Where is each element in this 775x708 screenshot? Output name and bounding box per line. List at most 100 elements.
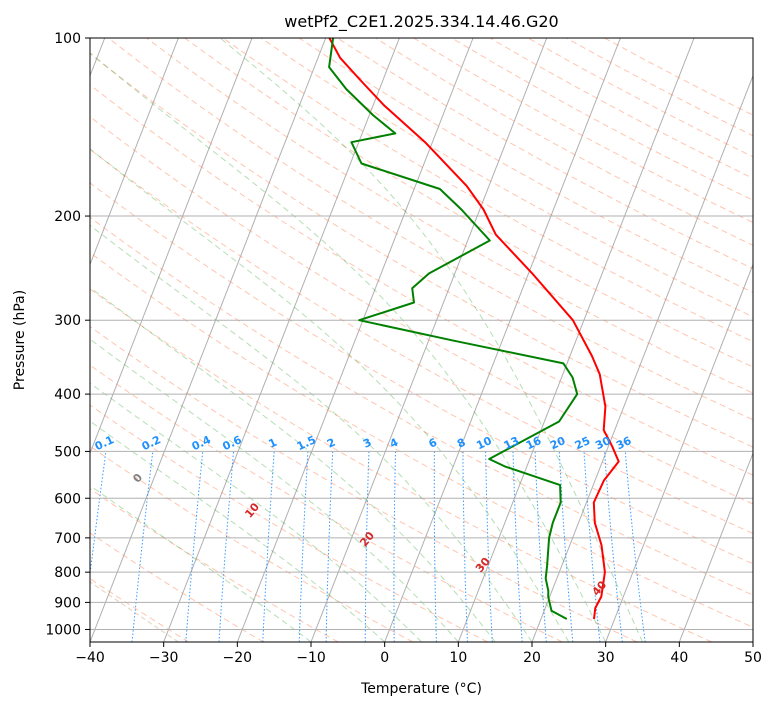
x-tick-label: −10 (296, 650, 326, 666)
isotherm-line (310, 38, 548, 642)
dry-adiabat-label: 0 (130, 471, 145, 485)
plot-frame (89, 37, 754, 643)
y-tick-label: 200 (54, 209, 81, 225)
y-tick-label: 500 (54, 444, 81, 460)
isotherm-line (752, 640, 753, 642)
dry-adiabat-line (90, 148, 753, 535)
mixing-ratio-label: 30 (593, 434, 613, 452)
y-axis-label: Pressure (hPa) (12, 290, 28, 390)
dry-adiabat-line (222, 38, 753, 343)
mixing-ratio-label: 6 (427, 436, 440, 451)
mixing-ratio-line (433, 451, 437, 642)
dry-adiabat-line (90, 53, 753, 448)
mixing-ratio-line (534, 451, 547, 642)
dry-adiabat-line (337, 38, 753, 270)
mixing-ratio-line (185, 451, 204, 642)
y-tick-label: 1000 (45, 622, 81, 638)
dry-adiabat-line (90, 532, 264, 642)
x-tick-label: 20 (523, 650, 541, 666)
isotherm-line (236, 38, 474, 642)
dry-adiabat-line (90, 445, 414, 642)
mixing-ratio-line (325, 451, 334, 642)
dry-adiabat-line (146, 38, 753, 394)
mixing-ratio-line (624, 451, 646, 642)
dry-adiabat-line (90, 325, 638, 642)
mixing-ratio-label: 0.2 (140, 433, 163, 453)
x-axis: −40 −30 −20 −10 0 10 20 30 40 50 (75, 642, 762, 666)
y-tick-label: 800 (54, 565, 81, 581)
isotherm-line (90, 38, 253, 455)
x-tick-label: 50 (744, 650, 762, 666)
mixing-ratio-line (298, 451, 309, 642)
x-tick-label: 0 (380, 650, 389, 666)
y-tick-label: 100 (54, 31, 81, 47)
mixing-ratio-label: 8 (455, 436, 467, 451)
dry-adiabat-line (90, 488, 339, 642)
dry-adiabat-line (298, 38, 753, 293)
dry-adiabat-line (184, 38, 753, 368)
background-lines (90, 38, 753, 642)
x-axis-label: Temperature (°C) (360, 681, 482, 697)
y-axis: 100 200 300 400 500 600 700 800 900 1000 (45, 31, 90, 638)
mixing-ratio-line (604, 451, 623, 642)
mixing-ratio-line (218, 451, 235, 642)
x-tick-label: −40 (75, 650, 105, 666)
mixing-ratio-label: 1 (267, 436, 279, 451)
mixing-ratio-label: 13 (502, 434, 521, 452)
mixing-ratio-line (131, 451, 154, 642)
dewpoint-profile-line (328, 38, 579, 620)
mixing-ratio-label: 3 (361, 436, 373, 451)
dry-adiabat-line (90, 216, 753, 596)
sounding-series (328, 38, 620, 620)
mixing-ratio-line (393, 451, 396, 642)
mixing-ratio-label: 1.5 (295, 433, 318, 453)
x-tick-label: −30 (149, 650, 179, 666)
mixing-ratio-label: 20 (548, 434, 568, 452)
y-tick-label: 700 (54, 531, 81, 547)
moist-adiabat-line (90, 420, 386, 642)
x-tick-label: −20 (223, 650, 253, 666)
mixing-ratio-label: 10 (474, 434, 494, 452)
moist-adiabat-line (90, 224, 533, 642)
mixing-ratio-line (462, 451, 468, 642)
y-tick-label: 300 (54, 313, 81, 329)
chart-title: wetPf2_C2E1.2025.334.14.46.G20 (284, 12, 558, 32)
mixing-ratio-line (90, 451, 107, 579)
isotherm-line (90, 38, 179, 266)
mixing-ratio-label: 0.4 (190, 433, 213, 453)
y-tick-label: 900 (54, 595, 81, 611)
dry-adiabat-line (413, 38, 753, 224)
isotherm-line (531, 74, 753, 642)
y-tick-label: 400 (54, 387, 81, 403)
dry-adiabat-line (90, 364, 563, 642)
dry-adiabat-label: 20 (357, 529, 377, 549)
dry-adiabat-line (527, 38, 753, 158)
mixing-ratio-line (262, 451, 275, 642)
x-tick-label: 10 (449, 650, 467, 666)
isotherm-line (90, 38, 327, 642)
dry-adiabat-line (107, 38, 753, 421)
moist-adiabat-line (90, 52, 607, 642)
mixing-ratio-label: 25 (573, 434, 592, 452)
equivalent-potential-temperature-line (90, 581, 179, 642)
moist-adiabat-line (90, 382, 422, 642)
mixing-ratio-line (512, 451, 523, 642)
mixing-ratio-label: 36 (614, 434, 634, 452)
y-tick-label: 600 (54, 491, 81, 507)
mixing-ratio-line (485, 451, 493, 642)
isotherm-line (678, 451, 753, 642)
dry-adiabat-label: 10 (242, 500, 262, 520)
x-tick-label: 30 (597, 650, 615, 666)
isotherm-line (384, 38, 621, 642)
moist-adiabat-line (219, 38, 643, 642)
isotherm-line (163, 38, 400, 642)
dry-adiabat-label: 40 (590, 578, 610, 598)
mixing-ratio-line (558, 451, 574, 642)
dry-adiabat-line (90, 84, 753, 476)
dry-adiabat-line (565, 38, 753, 137)
dry-adiabat-line (90, 404, 488, 642)
mixing-ratio-line (364, 451, 370, 642)
dry-adiabat-line (260, 38, 753, 318)
